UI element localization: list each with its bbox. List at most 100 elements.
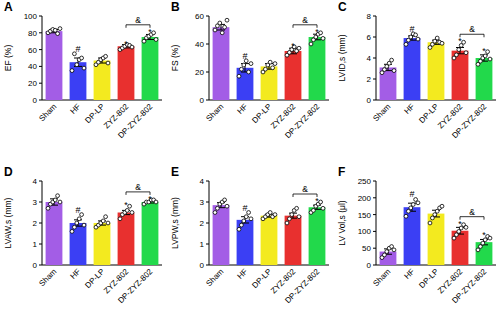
data-point: [130, 211, 134, 215]
y-tick-label: 1: [33, 240, 38, 249]
x-tick-label: Sham: [371, 102, 392, 123]
data-point: [104, 215, 108, 219]
significance-mark: *: [148, 194, 152, 204]
x-tick-label: DP-LP: [83, 267, 106, 290]
x-tick-label: DP-LP: [417, 102, 440, 125]
y-tick-label: 60: [195, 12, 204, 21]
bar: [142, 37, 159, 100]
y-tick: [373, 248, 376, 249]
data-point: [319, 200, 323, 204]
data-point: [216, 206, 220, 210]
y-tick: [39, 66, 42, 67]
y-tick-label: 6: [367, 33, 372, 42]
data-point: [58, 27, 62, 31]
y-tick-label: 3: [33, 198, 38, 207]
data-point: [416, 201, 420, 205]
bar: [452, 231, 469, 265]
data-point: [321, 37, 325, 41]
data-point: [462, 40, 466, 44]
y-tick: [373, 79, 376, 80]
significance-mark: #: [75, 205, 80, 215]
data-point: [416, 37, 420, 41]
y-tick: [39, 32, 42, 33]
data-point: [213, 211, 217, 215]
significance-mark: *: [315, 196, 319, 206]
x-tick-label: DP-ZYZ-802: [116, 267, 155, 306]
x-tick-label: Sham: [204, 267, 225, 288]
bar: [94, 223, 111, 265]
y-tick: [39, 181, 42, 182]
data-point: [130, 45, 134, 49]
bar: [94, 61, 111, 100]
error-bar: [432, 210, 440, 217]
comparison-label: &: [135, 182, 141, 192]
x-tick-label: Sham: [37, 267, 58, 288]
data-point: [128, 204, 132, 208]
x-tick-label: DP-ZYZ-802: [450, 267, 489, 306]
y-tick-label: 0: [367, 261, 372, 270]
y-tick-label: 20: [28, 79, 37, 88]
data-point: [240, 67, 244, 71]
panel: DLVAW,s (mm)01234ShamHFDP-LPZYZ-802DP-ZY…: [3, 165, 162, 305]
data-point: [440, 41, 444, 45]
data-point: [440, 204, 444, 208]
data-point: [77, 217, 81, 221]
data-point: [247, 70, 251, 74]
data-point: [435, 36, 439, 40]
data-point: [390, 58, 394, 62]
bar: [285, 51, 302, 100]
data-point: [218, 21, 222, 25]
data-point: [53, 198, 57, 202]
y-tick-label: 200: [358, 194, 372, 203]
x-tick-label: HF: [403, 267, 417, 281]
y-axis: [42, 16, 43, 100]
bar: [428, 42, 445, 100]
y-tick: [39, 100, 42, 101]
x-tick-label: Sham: [37, 102, 58, 123]
panel: FLV Vol,s (μl)050100150200250ShamHFDP-LP…: [337, 165, 496, 305]
y-tick: [373, 231, 376, 232]
y-tick: [206, 223, 209, 224]
data-point: [56, 32, 60, 36]
significance-mark: #: [409, 189, 414, 199]
significance-mark: #: [242, 203, 247, 213]
y-tick: [206, 265, 209, 266]
y-tick-label: 0: [33, 261, 38, 270]
data-point: [312, 209, 316, 213]
x-tick-label: HF: [69, 267, 83, 281]
x-tick-label: Sham: [204, 102, 225, 123]
data-point: [82, 223, 86, 227]
data-point: [309, 42, 313, 46]
data-point: [486, 50, 490, 54]
bar: [237, 68, 254, 100]
y-axis-label: LVAW,s (mm): [3, 197, 13, 248]
data-point: [488, 57, 492, 61]
data-point: [56, 194, 60, 198]
comparison-bracket: [460, 34, 484, 37]
data-point: [104, 54, 108, 58]
error-line: [221, 24, 222, 30]
bar: [213, 27, 230, 100]
y-tick-label: 4: [367, 54, 372, 63]
significance-mark: *: [124, 200, 128, 210]
data-point: [319, 31, 323, 35]
x-tick-label: DP-LP: [250, 102, 273, 125]
data-point: [457, 48, 461, 52]
comparison-label: &: [469, 207, 475, 217]
panel-letter: D: [4, 165, 13, 179]
bar: [70, 62, 87, 100]
bar: [452, 51, 469, 100]
data-point: [273, 213, 277, 217]
marks: [213, 18, 326, 100]
x-tick-label: DP-ZYZ-802: [283, 267, 322, 306]
data-point: [464, 225, 468, 229]
y-tick: [39, 223, 42, 224]
significance-mark: *: [482, 230, 486, 240]
data-point: [455, 53, 459, 57]
data-point: [411, 203, 415, 207]
comparison-label: &: [135, 15, 141, 25]
bar: [476, 242, 493, 265]
y-tick: [206, 100, 209, 101]
data-point: [101, 219, 105, 223]
y-tick-label: 40: [195, 40, 204, 49]
